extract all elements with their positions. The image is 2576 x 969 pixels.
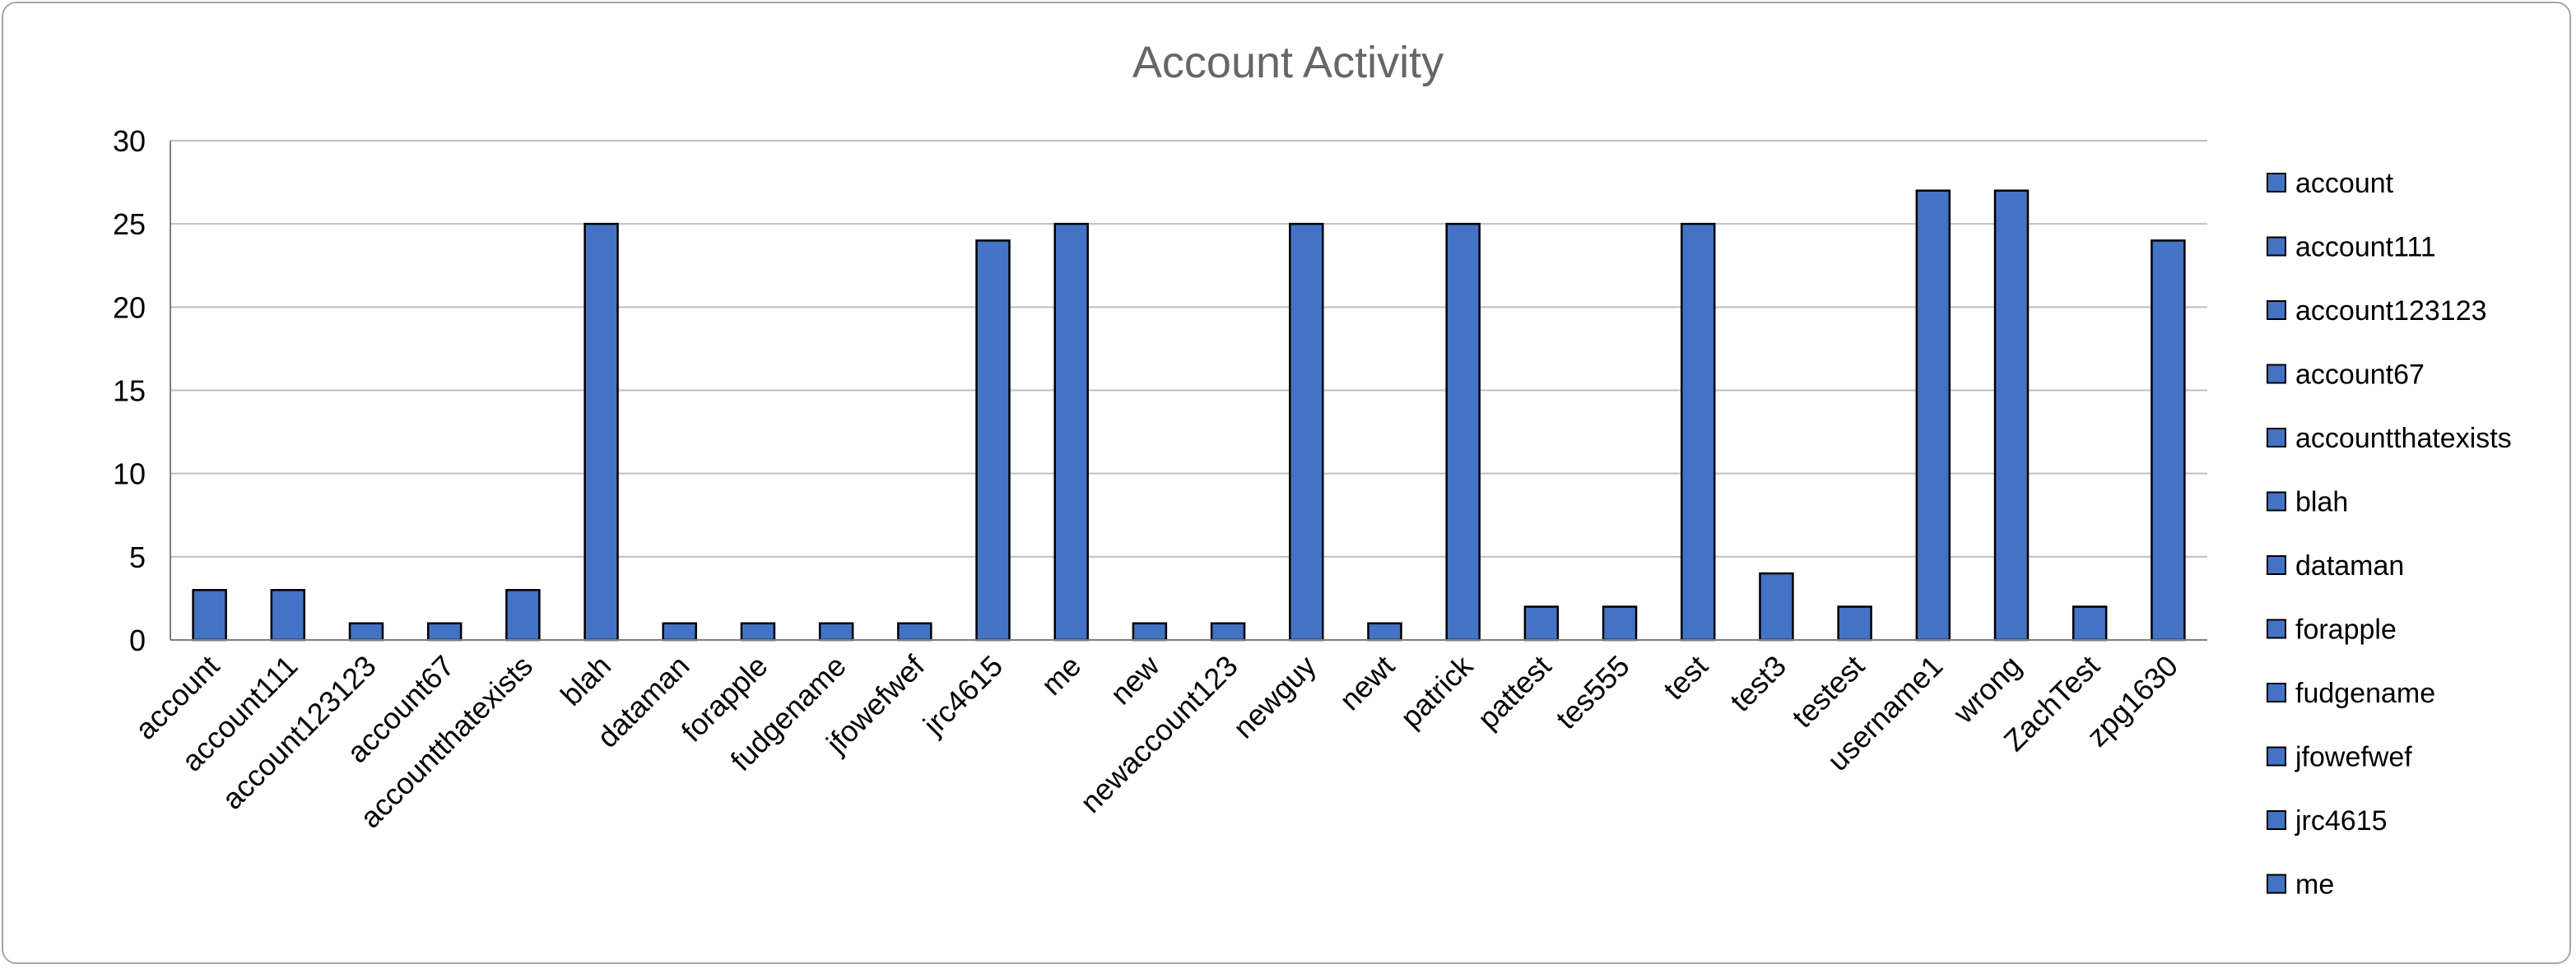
bar-ZachTest bbox=[2071, 605, 2108, 642]
bar-testest bbox=[1837, 605, 1872, 642]
legend-entry: account67 bbox=[2295, 359, 2425, 391]
bar-username1 bbox=[1915, 189, 1951, 642]
x-tick-label: test bbox=[1657, 649, 1714, 707]
bar-test3 bbox=[1759, 572, 1794, 642]
gridlines bbox=[170, 140, 2207, 558]
bar-forapple bbox=[740, 622, 776, 642]
legend-entry: account111 bbox=[2295, 232, 2436, 263]
y-tick-label: 0 bbox=[129, 624, 146, 657]
x-tick-label: test3 bbox=[1723, 649, 1793, 718]
bar-account bbox=[192, 589, 227, 642]
x-tick-label: jrc4615 bbox=[916, 649, 1009, 742]
x-tick-label: pattest bbox=[1471, 649, 1557, 735]
legend-entry: account123123 bbox=[2295, 295, 2487, 327]
legend-swatch bbox=[2267, 555, 2286, 575]
bar-fudgename bbox=[818, 622, 854, 642]
y-tick-label: 30 bbox=[113, 124, 146, 158]
legend-entry: fudgename bbox=[2295, 678, 2435, 709]
y-tick-label: 25 bbox=[113, 207, 146, 241]
x-tick-label: tes555 bbox=[1549, 649, 1635, 735]
legend-entry: accountthatexists bbox=[2295, 423, 2512, 454]
legend-swatch bbox=[2267, 874, 2286, 894]
bar-wrong bbox=[1993, 189, 2030, 642]
bar-dataman bbox=[662, 622, 697, 642]
x-tick-label: blah bbox=[554, 649, 617, 712]
bar-zpg1630 bbox=[2151, 239, 2186, 642]
legend-entry: blah bbox=[2295, 487, 2348, 518]
bar-tes555 bbox=[1602, 605, 1638, 642]
legend-swatch bbox=[2267, 746, 2286, 767]
bar-jfowefwef bbox=[897, 622, 932, 642]
bar-account111 bbox=[270, 589, 306, 642]
legend-entry: me bbox=[2295, 869, 2334, 901]
bar-newt bbox=[1367, 622, 1402, 642]
bar-me bbox=[1053, 222, 1089, 642]
bar-newaccount123 bbox=[1210, 622, 1246, 642]
legend-entry: account bbox=[2295, 168, 2394, 199]
x-tick-labels: accountaccount111account123123account67a… bbox=[128, 648, 2184, 834]
chart-title: Account Activity bbox=[1132, 38, 1444, 87]
bar-new bbox=[1132, 622, 1168, 642]
legend-swatch bbox=[2267, 236, 2286, 257]
x-tick-label: newguy bbox=[1226, 649, 1323, 745]
legend-swatch bbox=[2267, 619, 2286, 639]
y-tick-label: 20 bbox=[113, 290, 146, 324]
legend: account account111 account123123 account67 a… bbox=[2267, 168, 2512, 901]
bar-blah bbox=[584, 222, 619, 642]
y-tick-labels: 0 5 10 15 20 25 30 bbox=[113, 124, 146, 657]
legend-swatch bbox=[2267, 364, 2286, 384]
bar-jrc4615 bbox=[975, 239, 1011, 642]
legend-swatch bbox=[2267, 300, 2286, 320]
bars bbox=[192, 189, 2186, 642]
y-tick-label: 15 bbox=[113, 374, 146, 408]
x-tick-label: me bbox=[1035, 649, 1087, 702]
legend-swatch bbox=[2267, 683, 2286, 702]
legend-swatch bbox=[2267, 428, 2286, 447]
legend-swatch bbox=[2267, 491, 2286, 512]
bar-patrick bbox=[1445, 222, 1481, 642]
legend-swatch bbox=[2267, 173, 2286, 192]
bar-accountthatexists bbox=[505, 589, 541, 642]
legend-entry: dataman bbox=[2295, 550, 2404, 582]
legend-entry: jrc4615 bbox=[2295, 805, 2388, 837]
y-tick-label: 5 bbox=[129, 540, 146, 574]
legend-entry: jfowefwef bbox=[2295, 742, 2412, 773]
bar-account123123 bbox=[348, 622, 384, 642]
bar-pattest bbox=[1523, 605, 1560, 642]
bar-account67 bbox=[426, 622, 463, 642]
bar-test bbox=[1681, 222, 1716, 642]
y-tick-label: 10 bbox=[113, 457, 146, 491]
legend-entry: forapple bbox=[2295, 614, 2397, 646]
x-tick-label: newt bbox=[1332, 649, 1401, 717]
x-tick-label: patrick bbox=[1393, 648, 1480, 735]
x-tick-label: new bbox=[1104, 648, 1166, 711]
legend-swatch bbox=[2267, 810, 2286, 830]
bar-newguy bbox=[1289, 222, 1324, 642]
